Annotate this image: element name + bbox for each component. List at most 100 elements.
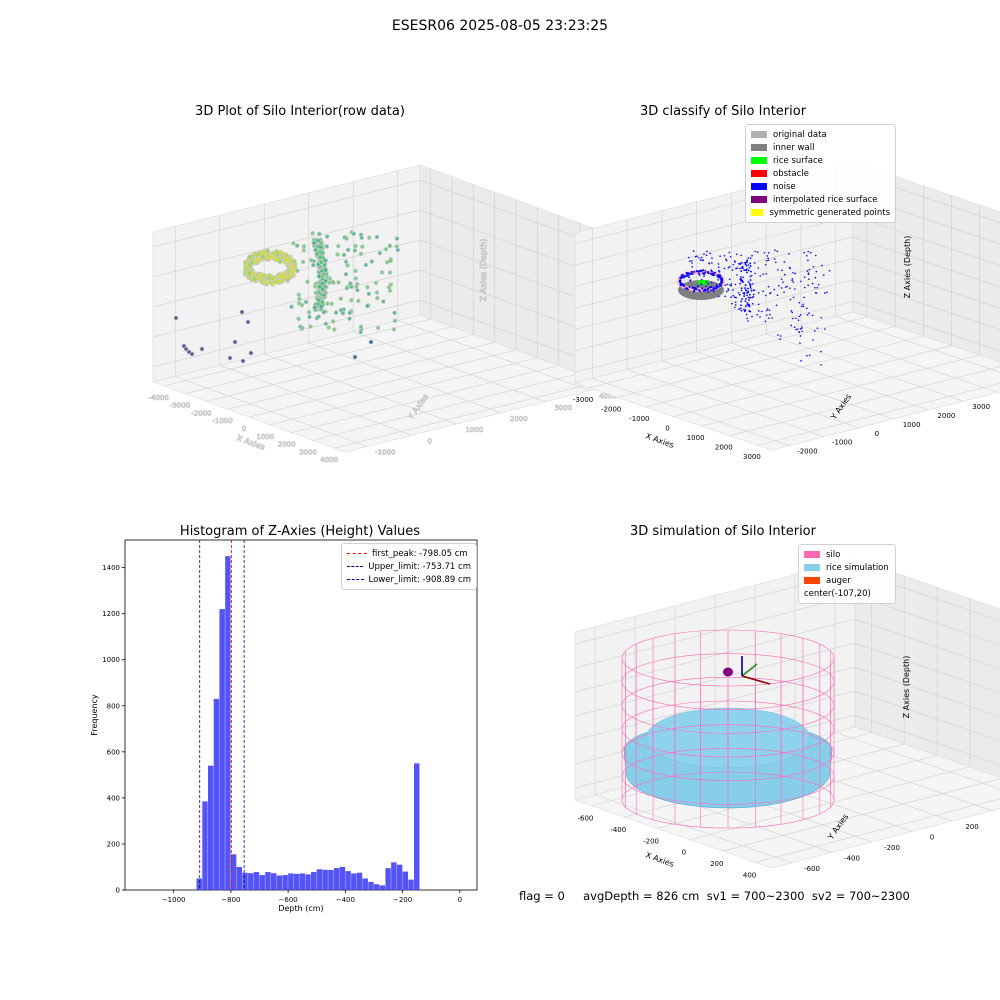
plot1-point	[278, 250, 284, 256]
plot3-ytick-label: 800	[107, 702, 120, 710]
plot2-noise-point	[693, 270, 696, 273]
plot2-noise-point	[748, 299, 750, 301]
legend-item-lower-limit: Lower_limit: -908.89 cm	[347, 573, 471, 586]
plot2-noise-point	[749, 310, 752, 313]
plot2-noise-point	[738, 262, 741, 265]
plot2-noise-point	[747, 287, 749, 290]
plot4-gridline	[854, 594, 1000, 646]
plot4-gridline	[594, 794, 793, 864]
plot1-point	[392, 310, 397, 316]
plot2-noise-point	[728, 278, 731, 281]
plot2-noise-point	[737, 291, 740, 294]
plot2-noise-point	[815, 292, 818, 294]
plot3-xlabel: Depth (cm)	[278, 904, 323, 913]
plot3-bar	[368, 881, 374, 890]
plot1-point	[336, 243, 341, 249]
plot2-noise-point	[783, 261, 786, 263]
plot4-gridline	[854, 642, 1000, 694]
plot2-noise-point	[734, 304, 737, 306]
plot2-noise-point	[715, 284, 718, 287]
plot2-noise-point	[717, 279, 719, 281]
plot3-bar	[202, 801, 208, 890]
plot2-gridline	[574, 300, 854, 373]
plot2-gridline	[627, 369, 825, 438]
plot1-ytick-label: 3000	[554, 404, 572, 412]
plot2-noise-point	[778, 285, 780, 287]
plot1-point	[359, 235, 364, 241]
plot2-noise-point	[783, 291, 785, 293]
plot2-gridline	[852, 258, 1000, 309]
plot1-point	[325, 301, 330, 306]
plot1-point	[379, 270, 385, 275]
plot2-noise-point	[739, 307, 742, 310]
plot2-gridline	[661, 360, 859, 429]
plot2-noise-point	[712, 290, 715, 293]
plot2-noise-point	[746, 302, 749, 304]
plot4-silo-ring	[621, 653, 835, 710]
plot2-noise-point	[789, 298, 792, 301]
plot2-noise-point	[699, 290, 702, 293]
plot2-noise-point	[692, 290, 695, 293]
plot2-noise-point	[766, 255, 769, 257]
plot2-noise-point	[704, 270, 707, 272]
plot1-gridline	[175, 376, 368, 447]
plot1-gridline	[184, 326, 453, 395]
plot3-bar	[259, 875, 265, 890]
plot2-noise-point	[735, 253, 738, 256]
plot2-ytick-label: 2000	[937, 412, 955, 420]
plot2-noise-point	[788, 253, 790, 255]
plot2-noise-point	[773, 288, 776, 291]
plot2-noise-point	[748, 266, 750, 269]
plot1-gridline	[312, 372, 581, 441]
legend-item: noise	[751, 180, 890, 193]
plot4-xtick-label: -200	[643, 837, 659, 845]
plot1-ytick-label: 0	[428, 437, 432, 445]
plot1-point	[330, 319, 336, 324]
plot4-ytick-label: -200	[884, 844, 900, 852]
plot2-noise-point	[707, 283, 709, 285]
plot2-noise-point	[751, 254, 753, 257]
legend-item: interpolated rice surface	[751, 193, 890, 206]
plot2-noise-point	[777, 334, 779, 336]
plot3-xtick-label: −400	[336, 896, 355, 904]
plot2-noise-point	[779, 338, 781, 340]
legend-label: silo	[826, 549, 841, 560]
legend-label: interpolated rice surface	[773, 194, 878, 205]
plot2-noise-point	[743, 269, 746, 272]
plot2-noise-point	[729, 255, 732, 258]
plot3-ytick-label: 200	[107, 840, 120, 848]
plot2-gridline	[731, 342, 929, 411]
plot2-noise-point	[746, 317, 749, 320]
plot2-noise-point	[696, 255, 698, 258]
plot2-noise-point	[752, 289, 755, 291]
plot2-noise-point	[720, 278, 723, 281]
plot2-noise-point	[745, 289, 748, 292]
plot2-noise-point	[710, 281, 713, 284]
plot1-point	[243, 265, 249, 272]
plot1-point	[327, 276, 333, 281]
plot2-noise-point	[806, 314, 809, 316]
plot3-ytick-label: 1200	[102, 610, 120, 618]
plot2-noise-point	[702, 269, 705, 272]
plot2-noise-point	[808, 278, 810, 280]
plot2-noise-point	[707, 287, 710, 290]
plot2-noise-point	[791, 311, 794, 314]
legend-swatch	[804, 551, 820, 558]
plot1-point	[312, 304, 318, 310]
legend-label: symmetric generated points	[769, 207, 890, 218]
plot3-xtick-label: −600	[279, 896, 298, 904]
plot2-ytick-label: 0	[875, 430, 879, 438]
plot1-point	[295, 268, 300, 274]
legend-item: rice surface	[751, 154, 890, 167]
plot2-ytick-label: -2000	[797, 448, 817, 456]
plot1-gridline	[152, 299, 421, 368]
plot3-xtick-label: −200	[393, 896, 412, 904]
plot2-noise-point	[790, 310, 793, 312]
plot2-gridline	[574, 279, 854, 352]
plot2-noise-point	[792, 317, 794, 320]
plot2-noise-point	[764, 320, 767, 323]
plot4-ytick-label: -600	[804, 865, 820, 873]
plot2-noise-point	[757, 310, 760, 312]
plot1-xtick-label: 2000	[278, 441, 296, 449]
plot4-gridline	[574, 594, 856, 669]
